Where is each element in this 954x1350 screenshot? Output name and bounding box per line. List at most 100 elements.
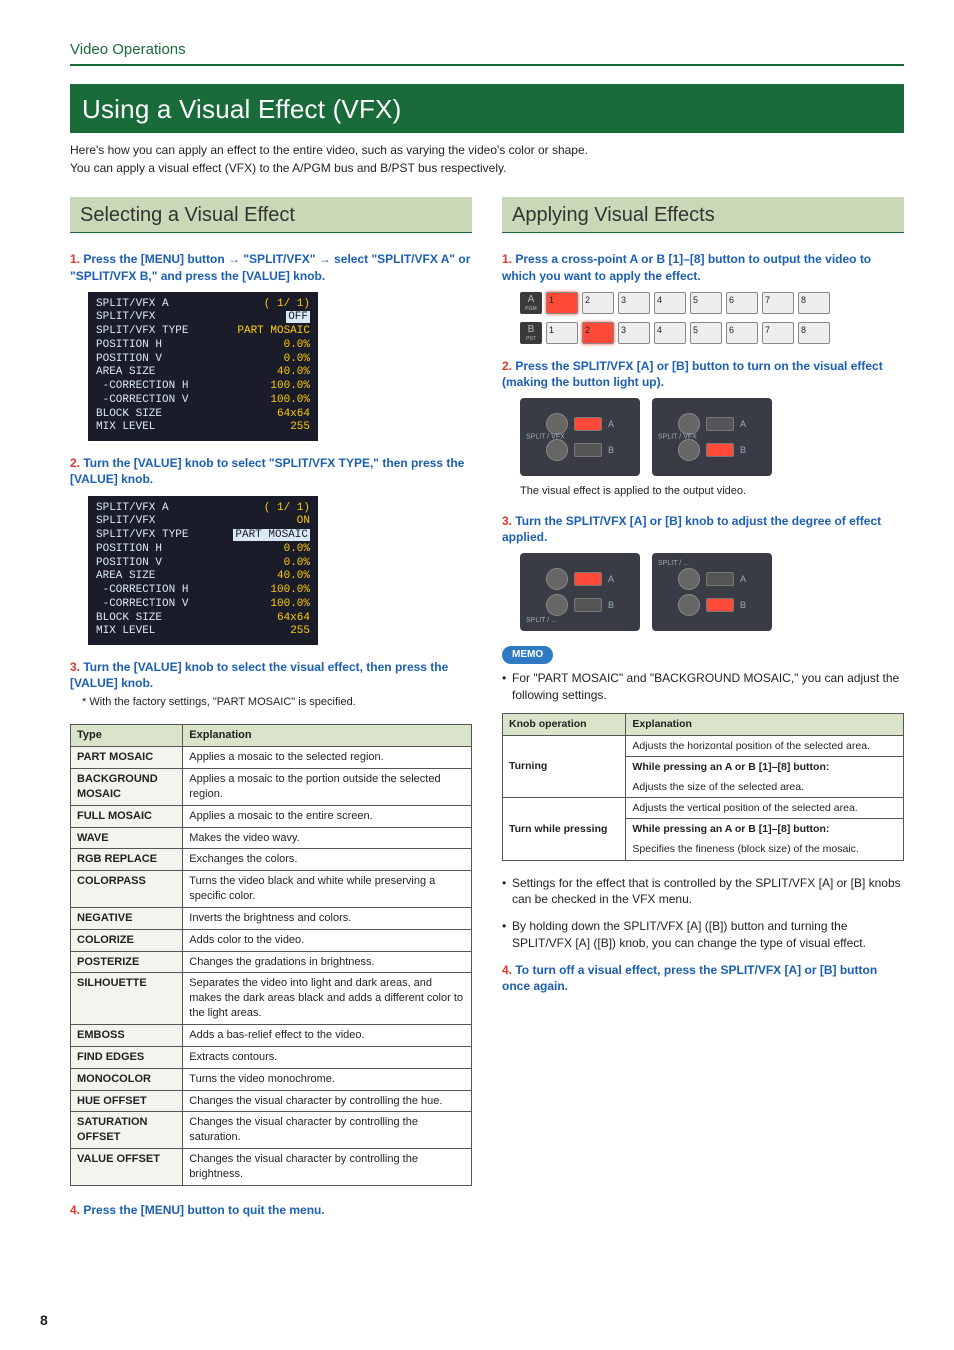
channel-button-2[interactable]: 2 — [582, 292, 614, 314]
explanation-cell: Adds a bas-relief effect to the video. — [183, 1024, 472, 1046]
channel-button-8[interactable]: 8 — [798, 292, 830, 314]
crosspoint-row: APGM12345678 — [520, 292, 904, 314]
channel-button-4[interactable]: 4 — [654, 322, 686, 344]
channel-button-6[interactable]: 6 — [726, 292, 758, 314]
table-row: EMBOSSAdds a bas-relief effect to the vi… — [71, 1024, 472, 1046]
vfx-a-button[interactable] — [574, 417, 602, 431]
explanation-cell: Inverts the brightness and colors. — [183, 907, 472, 929]
table-row: COLORIZEAdds color to the video. — [71, 929, 472, 951]
right-column: Applying Visual Effects 1. Press a cross… — [502, 197, 904, 1232]
vfx-b-button[interactable] — [706, 598, 734, 612]
channel-button-1[interactable]: 1 — [546, 322, 578, 344]
channel-button-1[interactable]: 1 — [546, 292, 578, 314]
vfx-a-button[interactable] — [574, 572, 602, 586]
vfx-types-table: Type Explanation PART MOSAICApplies a mo… — [70, 724, 472, 1185]
type-cell: SATURATION OFFSET — [71, 1112, 183, 1149]
a-label: A — [740, 418, 746, 430]
lcd-screenshot-2: SPLIT/VFX A( 1/ 1) SPLIT/VFX ON SPLIT/VF… — [88, 496, 318, 646]
caption: The visual effect is applied to the outp… — [520, 484, 904, 499]
step-number: 3. — [502, 514, 512, 528]
channel-button-7[interactable]: 7 — [762, 322, 794, 344]
explanation-cell: Changes the visual character by controll… — [183, 1090, 472, 1112]
crosspoint-row: BPST12345678 — [520, 322, 904, 344]
step-r1: 1. Press a cross-point A or B [1]–[8] bu… — [502, 251, 904, 343]
step-instruction: Press a cross-point A or B [1]–[8] butto… — [502, 252, 871, 282]
step-instruction: Turn the [VALUE] knob to select the visu… — [70, 660, 448, 690]
explanation-cell: Turns the video black and white while pr… — [183, 871, 472, 908]
step-number: 4. — [502, 963, 512, 977]
channel-button-6[interactable]: 6 — [726, 322, 758, 344]
knob-expl-cell: Adjusts the horizontal position of the s… — [626, 735, 904, 756]
knob-expl-cell: Adjusts the vertical position of the sel… — [626, 798, 904, 819]
memo-badge: MEMO — [502, 646, 553, 664]
vfx-a-button[interactable] — [706, 417, 734, 431]
step-number: 3. — [70, 660, 80, 674]
table-header-type: Type — [71, 725, 183, 747]
b-label: B — [740, 599, 746, 611]
knob-icon — [678, 594, 700, 616]
knob-expl-cell: Specifies the fineness (block size) of t… — [626, 839, 904, 860]
explanation-cell: Changes the gradations in brightness. — [183, 951, 472, 973]
split-vfx-knob-diagram: SPLIT / ... A B SPLIT / ... A B — [520, 553, 904, 631]
a-label: A — [608, 418, 614, 430]
split-label: SPLIT / ... — [526, 616, 557, 625]
explanation-cell: Applies a mosaic to the portion outside … — [183, 769, 472, 806]
channel-button-3[interactable]: 3 — [618, 292, 650, 314]
split-label: SPLIT / ... — [658, 559, 689, 568]
table-row: COLORPASSTurns the video black and white… — [71, 871, 472, 908]
table-row: POSTERIZEChanges the gradations in brigh… — [71, 951, 472, 973]
intro-line: You can apply a visual effect (VFX) to t… — [70, 159, 904, 177]
type-cell: NEGATIVE — [71, 907, 183, 929]
knob-expl-cell: While pressing an A or B [1]–[8] button: — [626, 819, 904, 840]
type-cell: HUE OFFSET — [71, 1090, 183, 1112]
vfx-b-button[interactable] — [706, 443, 734, 457]
explanation-cell: Adds color to the video. — [183, 929, 472, 951]
memo-item: For "PART MOSAIC" and "BACKGROUND MOSAIC… — [512, 670, 904, 704]
channel-button-5[interactable]: 5 — [690, 322, 722, 344]
vfx-b-button[interactable] — [574, 598, 602, 612]
vfx-a-button[interactable] — [706, 572, 734, 586]
row-label: APGM — [520, 292, 542, 314]
table-row: WAVEMakes the video wavy. — [71, 827, 472, 849]
explanation-cell: Changes the visual character by controll… — [183, 1149, 472, 1186]
b-label: B — [608, 444, 614, 456]
vfx-b-button[interactable] — [574, 443, 602, 457]
step-1: 1. Press the [MENU] button → "SPLIT/VFX"… — [70, 251, 472, 441]
explanation-cell: Applies a mosaic to the entire screen. — [183, 805, 472, 827]
explanation-cell: Extracts contours. — [183, 1046, 472, 1068]
table-row: SILHOUETTESeparates the video into light… — [71, 973, 472, 1025]
step-instruction: Press the SPLIT/VFX [A] or [B] button to… — [502, 359, 883, 389]
table-row: HUE OFFSETChanges the visual character b… — [71, 1090, 472, 1112]
channel-button-4[interactable]: 4 — [654, 292, 686, 314]
table-row: SATURATION OFFSETChanges the visual char… — [71, 1112, 472, 1149]
explanation-cell: Turns the video monochrome. — [183, 1068, 472, 1090]
channel-button-5[interactable]: 5 — [690, 292, 722, 314]
left-column: Selecting a Visual Effect 1. Press the [… — [70, 197, 472, 1232]
type-cell: COLORPASS — [71, 871, 183, 908]
channel-button-2[interactable]: 2 — [582, 322, 614, 344]
type-cell: FULL MOSAIC — [71, 805, 183, 827]
table-header-explanation: Explanation — [183, 725, 472, 747]
explanation-cell: Exchanges the colors. — [183, 849, 472, 871]
split-label: SPLIT / VFX — [526, 432, 565, 441]
step-number: 2. — [70, 456, 80, 470]
step-instruction: Turn the SPLIT/VFX [A] or [B] knob to ad… — [502, 514, 881, 544]
step-number: 2. — [502, 359, 512, 373]
channel-button-3[interactable]: 3 — [618, 322, 650, 344]
channel-button-7[interactable]: 7 — [762, 292, 794, 314]
channel-button-8[interactable]: 8 — [798, 322, 830, 344]
step-number: 4. — [70, 1203, 80, 1217]
table-row: PART MOSAICApplies a mosaic to the selec… — [71, 747, 472, 769]
knob-header-op: Knob operation — [503, 714, 626, 735]
type-cell: FIND EDGES — [71, 1046, 183, 1068]
step-r2: 2. Press the SPLIT/VFX [A] or [B] button… — [502, 358, 904, 499]
type-cell: PART MOSAIC — [71, 747, 183, 769]
type-cell: COLORIZE — [71, 929, 183, 951]
table-row: NEGATIVEInverts the brightness and color… — [71, 907, 472, 929]
a-label: A — [740, 573, 746, 585]
step-2: 2. Turn the [VALUE] knob to select "SPLI… — [70, 455, 472, 645]
t: "SPLIT/VFX" — [240, 252, 319, 266]
explanation-cell: Changes the visual character by controll… — [183, 1112, 472, 1149]
knob-icon — [546, 594, 568, 616]
type-cell: SILHOUETTE — [71, 973, 183, 1025]
